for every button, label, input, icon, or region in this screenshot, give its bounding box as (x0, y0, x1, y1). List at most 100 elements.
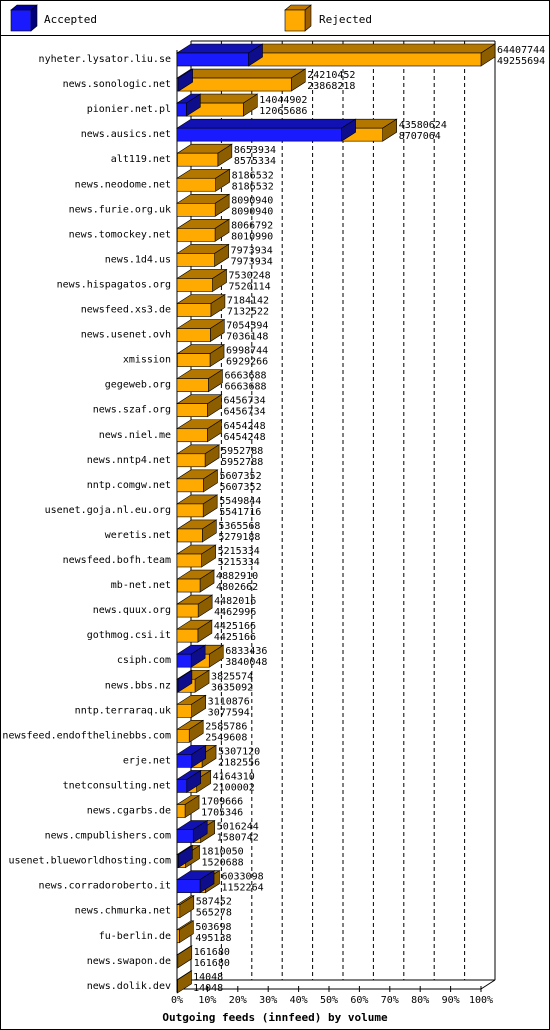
category-label: newsfeed.xs3.de (81, 305, 171, 316)
category-label: usenet.goja.nl.eu.org (45, 505, 171, 516)
value-label-accepted: 5607352 (219, 471, 261, 482)
value-label-rejected: 3077594 (208, 707, 250, 718)
value-label-accepted: 5952788 (221, 446, 263, 457)
bar-accepted (175, 669, 193, 693)
grid (220, 41, 496, 980)
category-label: news.cmpublishers.com (45, 831, 171, 842)
bar-rejected (176, 344, 226, 368)
value-label-accepted: 4164310 (213, 771, 255, 782)
value-label-rejected: 4462996 (214, 607, 256, 618)
category-label: erje.net (123, 755, 171, 766)
category-label: nntp.terraraq.uk (75, 705, 171, 716)
bar-rejected (175, 419, 223, 443)
bar-accepted (175, 644, 207, 668)
value-label-accepted: 8090940 (231, 195, 273, 206)
category-label: news.cgarbs.de (87, 806, 171, 817)
value-label-rejected: 6663688 (224, 382, 266, 393)
category-label: news.neodome.net (75, 179, 171, 190)
value-label-rejected: 565278 (196, 908, 232, 919)
tick-label: 50% (320, 995, 338, 1006)
bar-rejected (175, 544, 217, 568)
bar-rejected (175, 794, 201, 819)
bar-accepted (175, 845, 194, 869)
value-label-rejected: 12065686 (259, 106, 307, 117)
tick-label: 70% (381, 995, 399, 1006)
value-label-rejected: 3840048 (225, 657, 267, 668)
category-labels: nyheter.lysator.liu.se news.sonologic.net… (2, 54, 171, 992)
value-label-rejected: 7036148 (226, 332, 268, 343)
bar-rejected (176, 519, 218, 543)
bar-rejected (175, 469, 219, 493)
category-label: news.bbs.nz (105, 680, 171, 691)
bar-rejected (176, 694, 207, 718)
category-label: csiph.com (117, 655, 171, 666)
category-label: news.swapon.de (87, 956, 171, 967)
category-label: news.hispagatos.org (57, 279, 171, 290)
value-label-rejected: 3635092 (211, 682, 253, 693)
category-label: news.usenet.ovh (81, 330, 171, 341)
bar-accepted (175, 769, 202, 793)
tick-label: 0% (171, 995, 183, 1006)
value-label-accepted: 8653934 (234, 145, 276, 156)
value-label-accepted: 6456734 (223, 396, 265, 407)
tick-label: 80% (411, 995, 429, 1006)
value-label-accepted: 43580624 (399, 120, 447, 131)
value-label-rejected: 5541716 (219, 507, 261, 518)
bar-rejected (247, 43, 497, 67)
bar-accepted (175, 118, 357, 142)
category-label: news.niel.me (99, 430, 171, 441)
value-label-rejected: 2100002 (213, 782, 255, 793)
value-label-rejected: 5215334 (218, 557, 260, 568)
value-label-accepted: 2585786 (205, 721, 247, 732)
category-label: alt119.net (111, 154, 171, 165)
value-label-rejected: 1705346 (201, 808, 243, 819)
bar-rejected (175, 970, 193, 994)
value-label-rejected: 495138 (195, 933, 231, 944)
category-label: usenet.blueworldhosting.com (8, 856, 171, 867)
bar-rejected (176, 920, 195, 944)
bar-rejected (176, 569, 216, 593)
value-label-accepted: 4425166 (214, 621, 256, 632)
category-label: mb-net.net (111, 580, 171, 591)
value-label-rejected: 6929266 (226, 357, 268, 368)
value-label-accepted: 14044902 (259, 95, 307, 106)
category-label: news.tomockey.net (69, 229, 171, 240)
bar-rejected (176, 268, 228, 292)
bar-rejected (175, 193, 231, 217)
value-label-accepted: 6833436 (225, 646, 267, 657)
value-label-accepted: 5365568 (218, 521, 260, 532)
category-label: news.quux.org (93, 605, 171, 616)
value-label-accepted: 161680 (194, 947, 230, 958)
bar-accepted (175, 820, 209, 844)
value-label-rejected: 8010990 (231, 231, 273, 242)
bar-rejected (176, 719, 205, 743)
value-label-rejected: 8575334 (234, 156, 276, 167)
category-label: news.ausics.net (81, 129, 171, 140)
value-label-accepted: 7530248 (229, 270, 271, 281)
category-label: tnetconsulting.net (63, 780, 171, 791)
category-label: xmission (123, 355, 171, 366)
bar-rejected (176, 218, 231, 242)
value-label-rejected: 6454248 (223, 432, 265, 443)
value-label-accepted: 5549844 (219, 496, 261, 507)
value-label-rejected: 8186532 (232, 181, 274, 192)
bar-rejected (175, 168, 231, 192)
bar-rejected (176, 494, 219, 518)
category-label: news.1d4.us (105, 254, 171, 265)
value-label-rejected: 161680 (194, 958, 230, 969)
legend-swatch-rejected (284, 9, 306, 32)
value-label-rejected: 1520688 (202, 858, 244, 869)
bar-accepted (175, 43, 264, 67)
bar-accepted (175, 870, 216, 894)
value-label-accepted: 4482016 (214, 596, 256, 607)
floor-depth-right (480, 979, 496, 990)
value-label-rejected: 2182556 (218, 757, 260, 768)
category-label: pionier.net.pl (87, 104, 171, 115)
value-label-accepted: 7973934 (231, 245, 273, 256)
legend-item-accepted: Accepted (10, 4, 97, 32)
category-label: newsfeed.bofh.team (63, 555, 171, 566)
tick-label: 90% (442, 995, 460, 1006)
value-label-accepted: 587452 (196, 897, 232, 908)
bar-accepted (175, 744, 207, 768)
